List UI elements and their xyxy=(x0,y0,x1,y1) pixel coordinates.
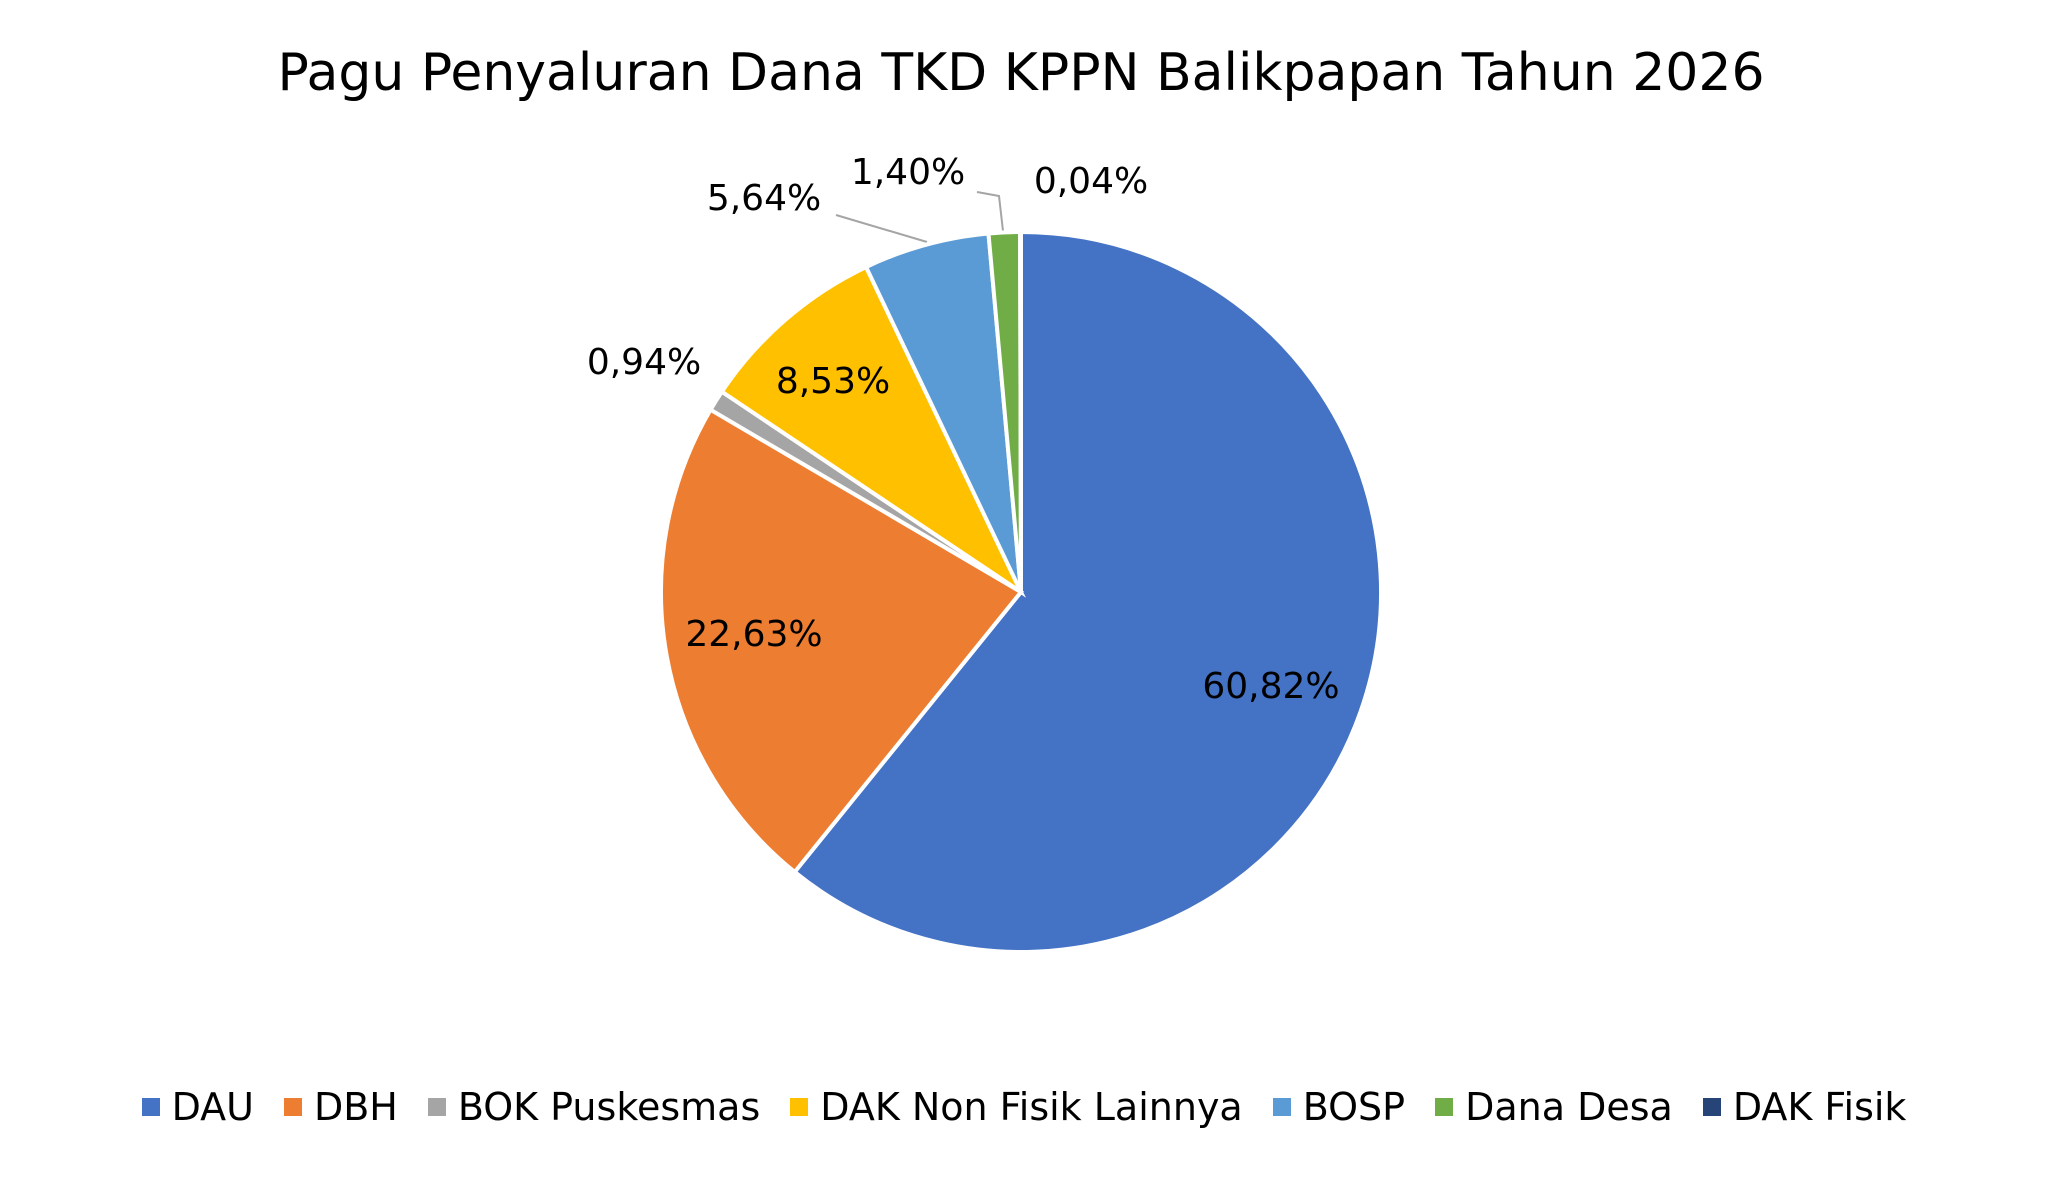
legend-label: BOK Puskesmas xyxy=(457,1085,761,1129)
data-label: 0,04% xyxy=(1034,161,1148,202)
legend-item: DAU xyxy=(141,1085,254,1129)
pie-slice xyxy=(719,264,1026,598)
legend-swatch xyxy=(1272,1098,1291,1116)
legend-swatch xyxy=(1435,1098,1454,1116)
data-label: 1,40% xyxy=(851,152,965,193)
legend-swatch xyxy=(427,1098,446,1116)
data-label: 22,63% xyxy=(685,614,822,655)
legend-label: DAU xyxy=(171,1085,254,1129)
pie-slice xyxy=(863,231,1023,593)
legend-item: DAK Non Fisik Lainnya xyxy=(790,1085,1243,1129)
legend-item: DAK Fisik xyxy=(1702,1085,1907,1129)
data-label: 0,94% xyxy=(587,342,701,383)
data-label: 60,82% xyxy=(1202,666,1339,707)
legend-swatch xyxy=(141,1098,160,1116)
legend-label: DBH xyxy=(313,1085,398,1129)
leader-line xyxy=(835,214,928,243)
legend-item: Dana Desa xyxy=(1435,1085,1673,1129)
legend-item: DBH xyxy=(283,1085,398,1129)
pie-slice xyxy=(659,406,1025,875)
legend-label: Dana Desa xyxy=(1465,1085,1673,1129)
legend-label: DAK Fisik xyxy=(1732,1085,1907,1129)
legend-swatch xyxy=(283,1098,302,1116)
chart: Pagu Penyaluran Dana TKD KPPN Balikpapan… xyxy=(277,43,1765,954)
legend-label: DAK Non Fisik Lainnya xyxy=(820,1085,1243,1129)
data-label: 5,64% xyxy=(707,178,821,219)
leader-line xyxy=(976,191,1004,232)
pie-slice xyxy=(1018,229,1023,593)
legend-swatch xyxy=(790,1098,809,1116)
legend-swatch xyxy=(1702,1098,1721,1116)
legend-label: BOSP xyxy=(1302,1085,1406,1129)
data-label: 8,53% xyxy=(776,361,890,402)
legend: DAU DBH BOK Puskesmas DAK Non Fisik Lainnya… xyxy=(0,1082,2048,1132)
legend-item: BOK Puskesmas xyxy=(427,1085,761,1129)
pie-slice xyxy=(791,229,1383,954)
legend-item: BOSP xyxy=(1272,1085,1406,1129)
chart-title: Pagu Penyaluran Dana TKD KPPN Balikpapan… xyxy=(277,43,1764,103)
